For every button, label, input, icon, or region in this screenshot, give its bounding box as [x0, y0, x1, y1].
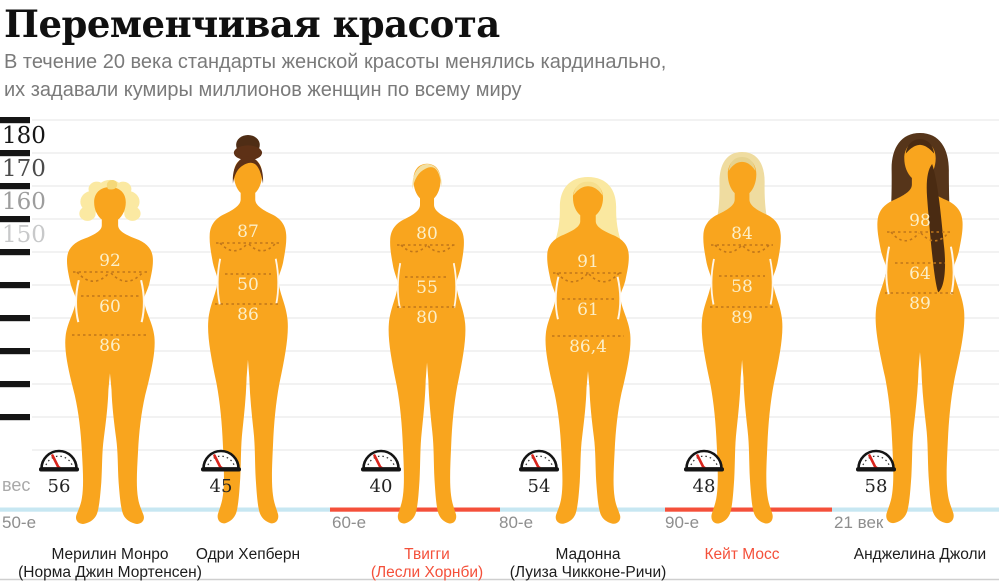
- height-ruler: 180 170 160 150: [0, 117, 46, 421]
- figure-silhouette: [65, 179, 154, 524]
- figure-silhouette: [876, 132, 965, 523]
- measurements: 84 58 89: [710, 224, 774, 328]
- figure-name: Кейт Мосс: [705, 546, 780, 563]
- height-tick-label: 160: [2, 189, 46, 215]
- hips-measurement: 86: [237, 305, 259, 325]
- measurements: 80 55 80: [397, 224, 457, 328]
- era-label: 90-е: [665, 513, 699, 532]
- header: Переменчивая красота В течение 20 века с…: [4, 0, 994, 104]
- hair-front: [905, 139, 935, 154]
- waist-measurement: 58: [731, 277, 753, 297]
- hair-front: [573, 181, 603, 196]
- waist-measurement: 61: [577, 300, 599, 320]
- subtitle-line1: В течение 20 века стандарты женской крас…: [4, 51, 667, 73]
- era-label: 21 век: [834, 513, 884, 532]
- figure-angelina-jolie: 98 64 89 58 Анджелина Джоли: [854, 132, 986, 563]
- ruler-tick: [0, 183, 30, 190]
- figure-marilyn-monroe: 92 60 86 56 Мерилин Монро (Норма Джин Мо…: [18, 179, 202, 581]
- ruler-tick: [0, 249, 30, 256]
- weight-value: 58: [865, 476, 888, 497]
- weight-gauge-icon: [37, 449, 81, 473]
- era-timeline: 50-е 60-е 80-е 90-е 21 век: [0, 507, 999, 532]
- weight-gauge-icon: [517, 449, 561, 473]
- era-label: 80-е: [499, 513, 533, 532]
- hips-measurement: 89: [909, 294, 931, 314]
- figure-silhouette: [389, 164, 466, 524]
- hair-front: [232, 156, 264, 184]
- weight-axis-label: вес: [2, 475, 30, 495]
- timeline-segment: [832, 507, 999, 512]
- measurements: 98 64 89: [885, 211, 955, 314]
- waist-measurement: 60: [99, 297, 121, 317]
- ruler-tick: [0, 348, 30, 355]
- waist-measurement: 50: [237, 275, 259, 295]
- bust-measurement: 80: [416, 224, 438, 244]
- bust-measurement: 98: [909, 211, 931, 231]
- figure-silhouette: [208, 134, 288, 523]
- measurements: 91 61 86,4: [552, 252, 624, 357]
- hips-measurement: 86: [99, 336, 121, 356]
- grid-lines: [32, 119, 999, 451]
- hips-measurement: 80: [416, 308, 438, 328]
- hair-front: [106, 179, 118, 190]
- timeline-segment: [500, 507, 665, 512]
- ruler-tick: [0, 150, 30, 157]
- measurements: 87 50 86: [215, 222, 281, 325]
- waist-measurement: 64: [909, 264, 931, 284]
- timeline-segment: [665, 507, 832, 512]
- figure-twiggy: 80 55 80 40 Твигги (Лесли Хорнби): [359, 164, 483, 581]
- ruler-tick: [0, 381, 30, 388]
- figure-name: Мерилин Монро: [51, 546, 168, 563]
- bust-measurement: 92: [99, 251, 121, 271]
- weight-gauge-icon: [854, 449, 898, 473]
- hair-front: [728, 156, 756, 171]
- ruler-tick: [0, 414, 30, 421]
- era-label: 50-е: [2, 513, 36, 532]
- waist-measurement: 55: [416, 278, 438, 298]
- figure-name: Одри Хепберн: [196, 546, 300, 563]
- hips-measurement: 89: [731, 308, 753, 328]
- figure-real-name: (Норма Джин Мортенсен): [18, 564, 202, 581]
- measurements: 92 60 86: [72, 251, 148, 356]
- figure-silhouette: [702, 152, 783, 524]
- weight-value: 45: [210, 476, 233, 497]
- bust-measurement: 84: [731, 224, 753, 244]
- height-tick-label: 180: [2, 123, 46, 149]
- ruler-tick: [0, 315, 30, 322]
- ruler-tick: [0, 117, 30, 124]
- hips-measurement: 86,4: [569, 337, 607, 357]
- subtitle-line2: их задавали кумиры миллионов женщин по в…: [4, 79, 522, 101]
- ruler-tick: [0, 216, 30, 223]
- weight-value: 40: [370, 476, 393, 497]
- weight-value: 48: [693, 476, 716, 497]
- weight-gauge-icon: [359, 449, 403, 473]
- page-title: Переменчивая красота: [4, 2, 500, 46]
- figure-name: Мадонна: [555, 546, 620, 563]
- height-tick-label: 170: [2, 156, 46, 182]
- figure-madonna: 91 61 86,4 54 Мадонна (Луиза Чикконе-Рич…: [510, 176, 667, 581]
- figure-kate-moss: 84 58 89 48 Кейт Мосс: [682, 152, 783, 563]
- height-tick-label: 150: [2, 222, 46, 248]
- weight-value: 56: [48, 476, 71, 497]
- figure-audrey-hepburn: 87 50 86 45 Одри Хепберн: [196, 134, 300, 563]
- figure-silhouette: [546, 176, 631, 524]
- figure-real-name: (Лесли Хорнби): [371, 564, 483, 581]
- hair-back: [233, 134, 263, 161]
- beauty-standards-chart: 180 170 160 150 50-е 60-е 80-е 90-е 21 в…: [0, 117, 999, 581]
- ruler-tick: [0, 282, 30, 289]
- timeline-segment: [0, 507, 330, 512]
- hair-front: [412, 164, 442, 190]
- figure-name: Твигги: [404, 546, 450, 563]
- figure-name: Анджелина Джоли: [854, 546, 986, 563]
- bust-measurement: 87: [237, 222, 259, 242]
- weight-value: 54: [528, 476, 551, 497]
- figure-real-name: (Луиза Чикконе-Ричи): [510, 564, 667, 581]
- bust-measurement: 91: [577, 252, 599, 272]
- hair-front: [926, 163, 946, 293]
- era-label: 60-е: [332, 513, 366, 532]
